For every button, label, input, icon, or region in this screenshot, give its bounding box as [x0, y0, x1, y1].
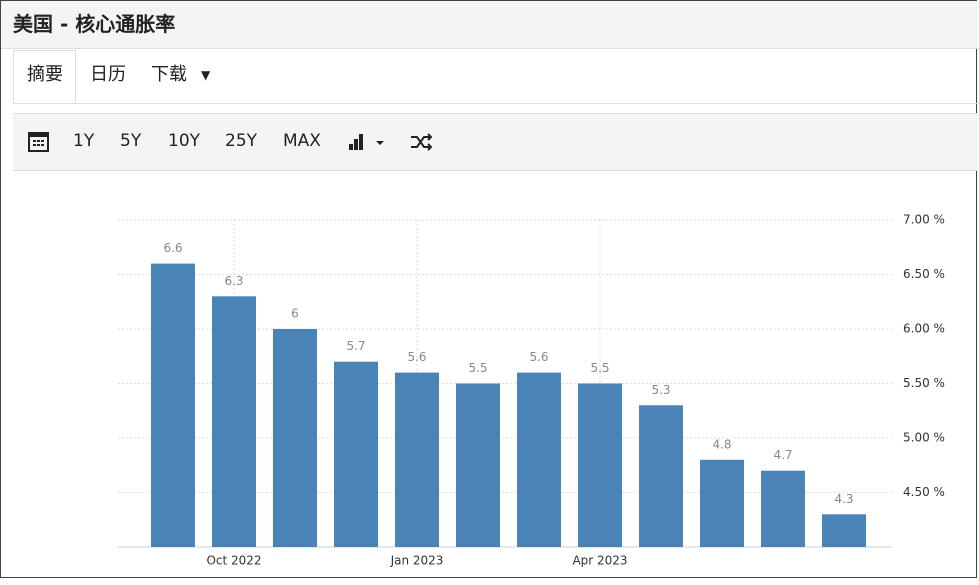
tab[interactable]: 日历: [90, 64, 126, 85]
y-tick-label: 5.00 %: [903, 431, 945, 445]
range-button[interactable]: MAX: [283, 131, 321, 151]
bar: [395, 372, 439, 547]
value-label: 5.6: [407, 350, 426, 364]
bar: [517, 372, 561, 547]
value-label: 5.3: [651, 383, 670, 397]
bar: [761, 470, 805, 547]
bar: [700, 459, 744, 547]
value-label: 4.7: [773, 448, 792, 462]
tab[interactable]: 摘要: [27, 64, 63, 85]
dropdown-caret[interactable]: ▼: [201, 68, 211, 82]
value-label: 5.6: [529, 350, 548, 364]
range-button[interactable]: 5Y: [120, 131, 142, 151]
toolbar: 1Y 5Y 10Y 25Y MAX: [13, 113, 978, 171]
y-tick-label: 7.00 %: [903, 213, 945, 227]
tab[interactable]: 下载: [151, 64, 187, 85]
active-tab-bg: [13, 50, 76, 103]
bar: [456, 383, 500, 547]
value-label: 5.5: [590, 361, 609, 375]
x-tick-label: Jan 2023: [390, 554, 444, 568]
y-tick-label: 6.00 %: [903, 322, 945, 336]
value-label: 4.8: [712, 437, 731, 451]
bar: [151, 263, 195, 547]
value-label: 6.3: [224, 274, 243, 288]
page-title: 美国 - 核心通胀率: [1, 1, 978, 49]
bar: [578, 383, 622, 547]
y-tick-label: 4.50 %: [903, 485, 945, 499]
bar: [212, 296, 256, 547]
value-label: 4.3: [834, 492, 853, 506]
value-label: 5.5: [468, 361, 487, 375]
x-tick-label: Apr 2023: [572, 554, 627, 568]
range-button[interactable]: 10Y: [168, 131, 201, 151]
calendar-icon[interactable]: [27, 130, 51, 154]
range-button[interactable]: 1Y: [73, 131, 95, 151]
y-tick-label: 6.50 %: [903, 267, 945, 281]
bar: [334, 361, 378, 547]
bar: [273, 329, 317, 547]
chart-type-button[interactable]: [347, 130, 391, 154]
shuffle-icon[interactable]: [409, 130, 435, 154]
range-button[interactable]: 25Y: [225, 131, 258, 151]
y-tick-label: 5.50 %: [903, 376, 945, 390]
value-label: 5.7: [346, 339, 365, 353]
value-label: 6: [291, 307, 299, 321]
x-tick-label: Oct 2022: [206, 554, 261, 568]
tab-bar: 摘要 日历 下载 ▼: [13, 50, 978, 104]
value-label: 6.6: [163, 241, 182, 255]
bar: [639, 405, 683, 547]
bar: [822, 514, 866, 547]
